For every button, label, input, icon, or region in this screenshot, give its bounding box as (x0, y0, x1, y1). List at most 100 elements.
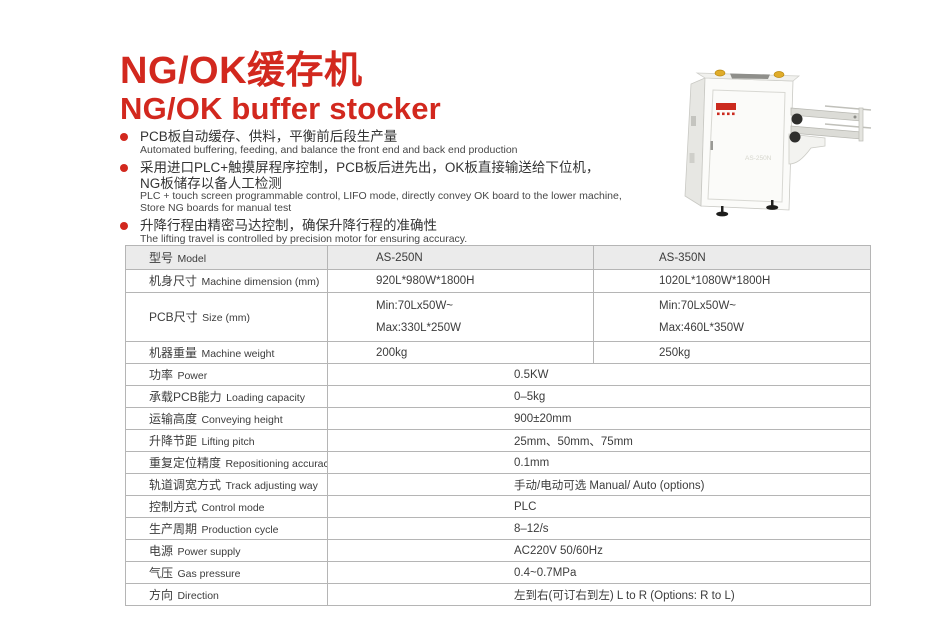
value-a: 920L*980W*1800H (327, 269, 594, 293)
row-label-zh: 机身尺寸 (149, 274, 198, 288)
row-label-en: Machine dimension (mm) (201, 276, 320, 288)
table-row-lifting-pitch: 升降节距 Lifting pitch 25mm、50mm、75mm (125, 429, 871, 452)
rail-rod-lower (824, 123, 872, 129)
machine-photo: AS-250N (684, 69, 872, 217)
row-label-en: Model (177, 252, 207, 265)
bullet-icon (120, 164, 128, 172)
table-row-direction: 方向 Direction 左到右(可订右到左) L to R (Options:… (125, 583, 871, 606)
signal-cap-right (773, 71, 785, 78)
conveyor-arm (788, 105, 872, 165)
row-label-en: Production cycle (201, 523, 279, 536)
title-chinese: NG/OK缓存机 (120, 50, 363, 92)
feature-zh: NG板储存以备人工检测 (140, 175, 282, 191)
rail-end-plate (858, 107, 864, 142)
model-b-cell: AS-350N (593, 245, 871, 270)
foot-stem-left (721, 206, 724, 213)
feature-list: PCB板自动缓存、供料，平衡前后段生产量 Automated buffering… (120, 129, 685, 249)
feature-en: PLC + touch screen programmable control,… (140, 190, 622, 202)
model-a-cell: AS-250N (327, 245, 594, 270)
row-label: 功率 Power (125, 363, 328, 386)
row-value: PLC (327, 495, 871, 518)
row-label-zh: 方向 (149, 587, 174, 602)
row-label-zh: 重复定位精度 (149, 455, 222, 470)
row-label: 方向 Direction (125, 583, 328, 606)
adjust-knob-upper (791, 113, 803, 125)
row-label: 升降节距 Lifting pitch (125, 429, 328, 452)
door-outline (707, 89, 786, 203)
row-label-zh: 承载PCB能力 (149, 389, 222, 404)
row-label-en: Control mode (201, 501, 265, 514)
row-label-en: Repositioning accuracy (225, 457, 328, 470)
row-label: PCB尺寸 Size (mm) (125, 292, 328, 342)
feature-zh: PCB板自动缓存、供料，平衡前后段生产量 (140, 129, 398, 144)
row-label-en: Direction (177, 589, 219, 602)
door-handle (710, 141, 713, 150)
row-label: 运输高度 Conveying height (125, 407, 328, 430)
label-mark-4 (732, 112, 735, 116)
pcb-min-a: Min:70Lx50W~ (376, 300, 454, 312)
machine-feet (716, 200, 779, 217)
feature-item-3: 升降行程由精密马达控制，确保升降行程的准确性 The lifting trave… (120, 218, 685, 245)
table-row-gas-pressure: 气压 Gas pressure 0.4~0.7MPa (125, 561, 871, 584)
label-mark-1 (717, 112, 720, 116)
feature-en: Store NG boards for manual test (140, 201, 292, 214)
row-label-zh: 运输高度 (149, 411, 198, 426)
row-label-en: Size (mm) (202, 312, 250, 324)
row-value: 0.4~0.7MPa (327, 561, 871, 584)
row-label: 重复定位精度 Repositioning accuracy (125, 451, 328, 474)
bullet-icon (120, 222, 128, 230)
top-recess-panel (730, 73, 770, 79)
feature-en: The lifting travel is controlled by prec… (140, 232, 468, 245)
row-label: 承载PCB能力 Loading capacity (125, 385, 328, 408)
table-row-model: 型号 Model AS-250N AS-350N (125, 245, 871, 270)
value-b: 250kg (593, 341, 871, 364)
foot-base-right (766, 205, 779, 210)
row-label-en: Conveying height (201, 413, 283, 426)
row-value: 手动/电动可选 Manual/ Auto (options) (327, 473, 871, 496)
row-value: 0.5KW (327, 363, 871, 386)
foot-stem-right (771, 200, 774, 206)
row-label: 气压 Gas pressure (125, 561, 328, 584)
signal-cap-left (714, 69, 726, 77)
adjust-knob-lower (789, 131, 801, 143)
table-row-control-mode: 控制方式 Control mode PLC (125, 495, 871, 518)
bullet-icon (120, 133, 128, 141)
table-row-weight: 机器重量 Machine weight 200kg 250kg (125, 341, 871, 364)
feature-item-1: PCB板自动缓存、供料，平衡前后段生产量 Automated buffering… (120, 129, 685, 156)
row-value: 0–5kg (327, 385, 871, 408)
row-label-en: Power supply (177, 545, 241, 558)
table-row-power: 功率 Power 0.5KW (125, 363, 871, 386)
table-row-power-supply: 电源 Power supply AC220V 50/60Hz (125, 539, 871, 562)
cabinet: AS-250N (684, 69, 801, 211)
row-label: 电源 Power supply (125, 539, 328, 562)
side-vent-lower (689, 153, 695, 163)
row-label: 机器重量 Machine weight (125, 341, 328, 364)
pcb-min-b: Min:70Lx50W~ (659, 300, 737, 312)
value-a: Min:70Lx50W~ Max:330L*250W (327, 292, 594, 342)
row-label-en: Lifting pitch (201, 435, 255, 448)
feature-item-2: 采用进口PLC+触摸屏程序控制，PCB板后进先出，OK板直接输送给下位机， NG… (120, 160, 685, 214)
table-row-track-adjusting: 轨道调宽方式 Track adjusting way 手动/电动可选 Manua… (125, 473, 871, 496)
row-label-en: Machine weight (201, 347, 275, 360)
row-label-zh: 控制方式 (149, 499, 198, 514)
row-label-zh: 轨道调宽方式 (149, 477, 222, 492)
label-mark-2 (722, 112, 725, 116)
side-vent-upper (691, 116, 696, 126)
table-row-conveying-height: 运输高度 Conveying height 900±20mm (125, 407, 871, 430)
row-label-en: Track adjusting way (225, 479, 318, 492)
row-label: 机身尺寸 Machine dimension (mm) (125, 269, 328, 293)
value-a: 200kg (327, 341, 594, 364)
pcb-max-a: Max:330L*250W (376, 322, 462, 334)
row-label-zh: 电源 (149, 543, 174, 558)
row-label-zh: 气压 (149, 565, 174, 580)
row-label-zh: 型号 (149, 250, 174, 265)
feature-en: Automated buffering, feeding, and balanc… (140, 143, 518, 156)
value-b: Min:70Lx50W~ Max:460L*350W (593, 292, 871, 342)
row-label-zh: 生产周期 (149, 521, 198, 536)
page-title: NG/OK缓存机 NG/OK buffer stocker (120, 50, 441, 125)
row-label: 型号 Model (125, 245, 328, 270)
feature-zh: 升降行程由精密马达控制，确保升降行程的准确性 (140, 218, 437, 233)
spec-table: 型号 Model AS-250N AS-350N 机身尺寸 Machine di… (125, 245, 871, 606)
foot-base-left (716, 211, 729, 217)
